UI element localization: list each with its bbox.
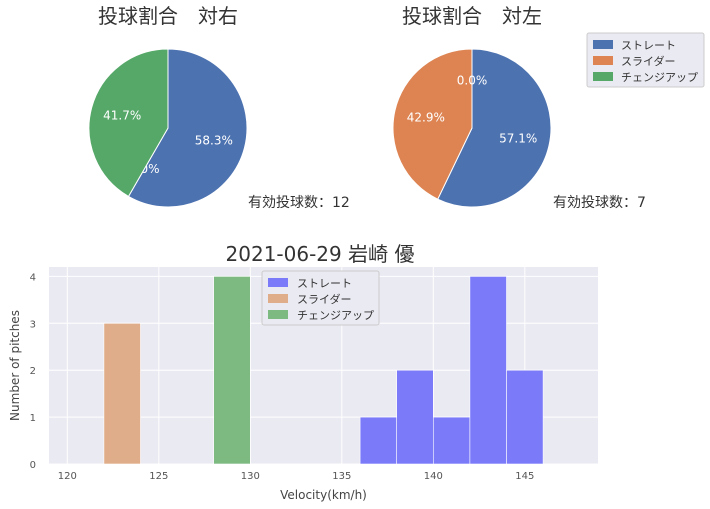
- pie-percent-label: 42.9%: [407, 111, 445, 125]
- histogram-legend-label: ストレート: [297, 277, 352, 290]
- pie-slice-0: [127, 48, 248, 208]
- y-tick-label: 4: [30, 272, 36, 283]
- histogram-legend-label: チェンジアップ: [297, 309, 374, 322]
- x-tick-label: 130: [241, 471, 260, 482]
- x-tick-label: 140: [424, 471, 443, 482]
- pie-percent-label: 41.7%: [103, 109, 141, 123]
- y-tick-label: 1: [30, 413, 36, 424]
- histogram-legend-box: [261, 270, 380, 326]
- pie-slice-2: [88, 48, 169, 198]
- histogram-bar: [103, 322, 141, 465]
- histogram-legend-label: スライダー: [297, 292, 352, 306]
- pie-legend-label: スライダー: [621, 54, 676, 68]
- pitch-count-annotation: 有効投球数：7: [553, 195, 646, 211]
- pie-percent-label: 58.3%: [195, 133, 233, 147]
- histogram-bar: [432, 416, 471, 465]
- x-axis-label: Velocity(km/h): [280, 488, 367, 502]
- pie-legend-swatch: [593, 40, 613, 49]
- pie-percent-label: 57.1%: [499, 132, 537, 146]
- pie-percent-label: 0.0%: [457, 74, 488, 88]
- y-tick-label: 0: [30, 460, 36, 471]
- pie-slice-0: [437, 48, 552, 208]
- velocity-histogram: 120 125 130 135 140 145 0 1 2 3 4 Velocity(km/h) Num…: [8, 242, 598, 502]
- pie-legend-box: [586, 32, 705, 88]
- histogram-title: 2021-06-29 岩崎 優: [226, 242, 415, 266]
- pie-legend-label: ストレート: [621, 39, 676, 52]
- x-tick-label: 120: [58, 471, 77, 482]
- histogram-bar: [359, 416, 398, 465]
- x-tick-label: 135: [332, 471, 351, 482]
- histogram-legend-swatch: [268, 278, 288, 287]
- pie-title: 投球割合 対左: [402, 4, 542, 28]
- histogram-bar: [506, 369, 544, 465]
- pie-slice-1: [392, 48, 473, 200]
- histogram-legend-swatch: [268, 294, 288, 303]
- histogram-bar: [213, 276, 251, 465]
- histogram-legend-swatch: [268, 310, 288, 319]
- y-tick-label: 2: [30, 366, 36, 377]
- pie-title: 投球割合 対右: [98, 4, 238, 28]
- pitch-count-annotation: 有効投球数：12: [248, 195, 350, 211]
- histogram-bar: [469, 276, 507, 465]
- pie-legend-label: チェンジアップ: [621, 71, 698, 84]
- y-tick-label: 3: [30, 319, 36, 330]
- pie-legend-swatch: [593, 72, 613, 81]
- x-tick-label: 125: [149, 471, 168, 482]
- pie-legend-swatch: [593, 56, 613, 65]
- x-tick-label: 145: [515, 471, 534, 482]
- y-axis-label: Number of pitches: [8, 310, 22, 421]
- histogram-bar: [396, 369, 434, 465]
